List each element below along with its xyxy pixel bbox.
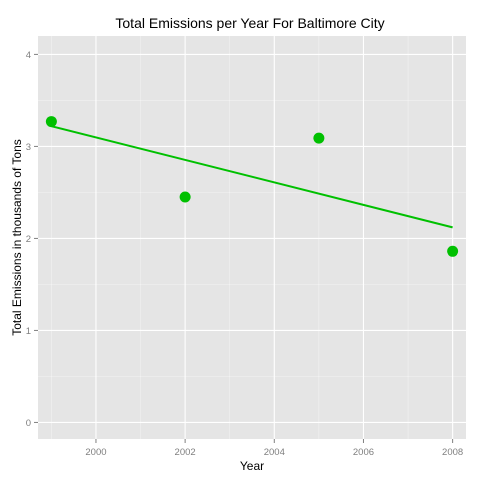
x-tick-label: 2008 [442, 447, 463, 458]
major-gridlines [38, 36, 466, 439]
x-tick-label: 2004 [264, 447, 285, 458]
x-axis-ticks: 2000 2002 2004 2006 2008 [85, 439, 463, 458]
data-point [45, 116, 57, 128]
y-tick-label: 2 [26, 234, 31, 245]
x-axis-title: Year [240, 459, 264, 473]
y-axis-title: Total Emissions in thousands of Tons [10, 139, 24, 336]
x-tick-label: 2002 [175, 447, 196, 458]
y-tick-label: 4 [26, 50, 31, 61]
y-tick-label: 1 [26, 326, 31, 337]
x-tick-label: 2000 [85, 447, 106, 458]
trend-line [51, 125, 453, 229]
trend-line-layer [51, 125, 453, 229]
y-tick-label: 0 [26, 418, 31, 429]
data-points-layer [45, 116, 459, 257]
data-point [179, 191, 191, 203]
y-axis-ticks: 0 1 2 3 4 [26, 50, 38, 429]
y-tick-label: 3 [26, 142, 31, 153]
plot-panel [38, 36, 466, 439]
data-point [313, 132, 325, 144]
minor-gridlines [38, 36, 466, 439]
chart-title: Total Emissions per Year For Baltimore C… [115, 15, 384, 31]
x-tick-label: 2006 [353, 447, 374, 458]
data-point [447, 245, 459, 257]
